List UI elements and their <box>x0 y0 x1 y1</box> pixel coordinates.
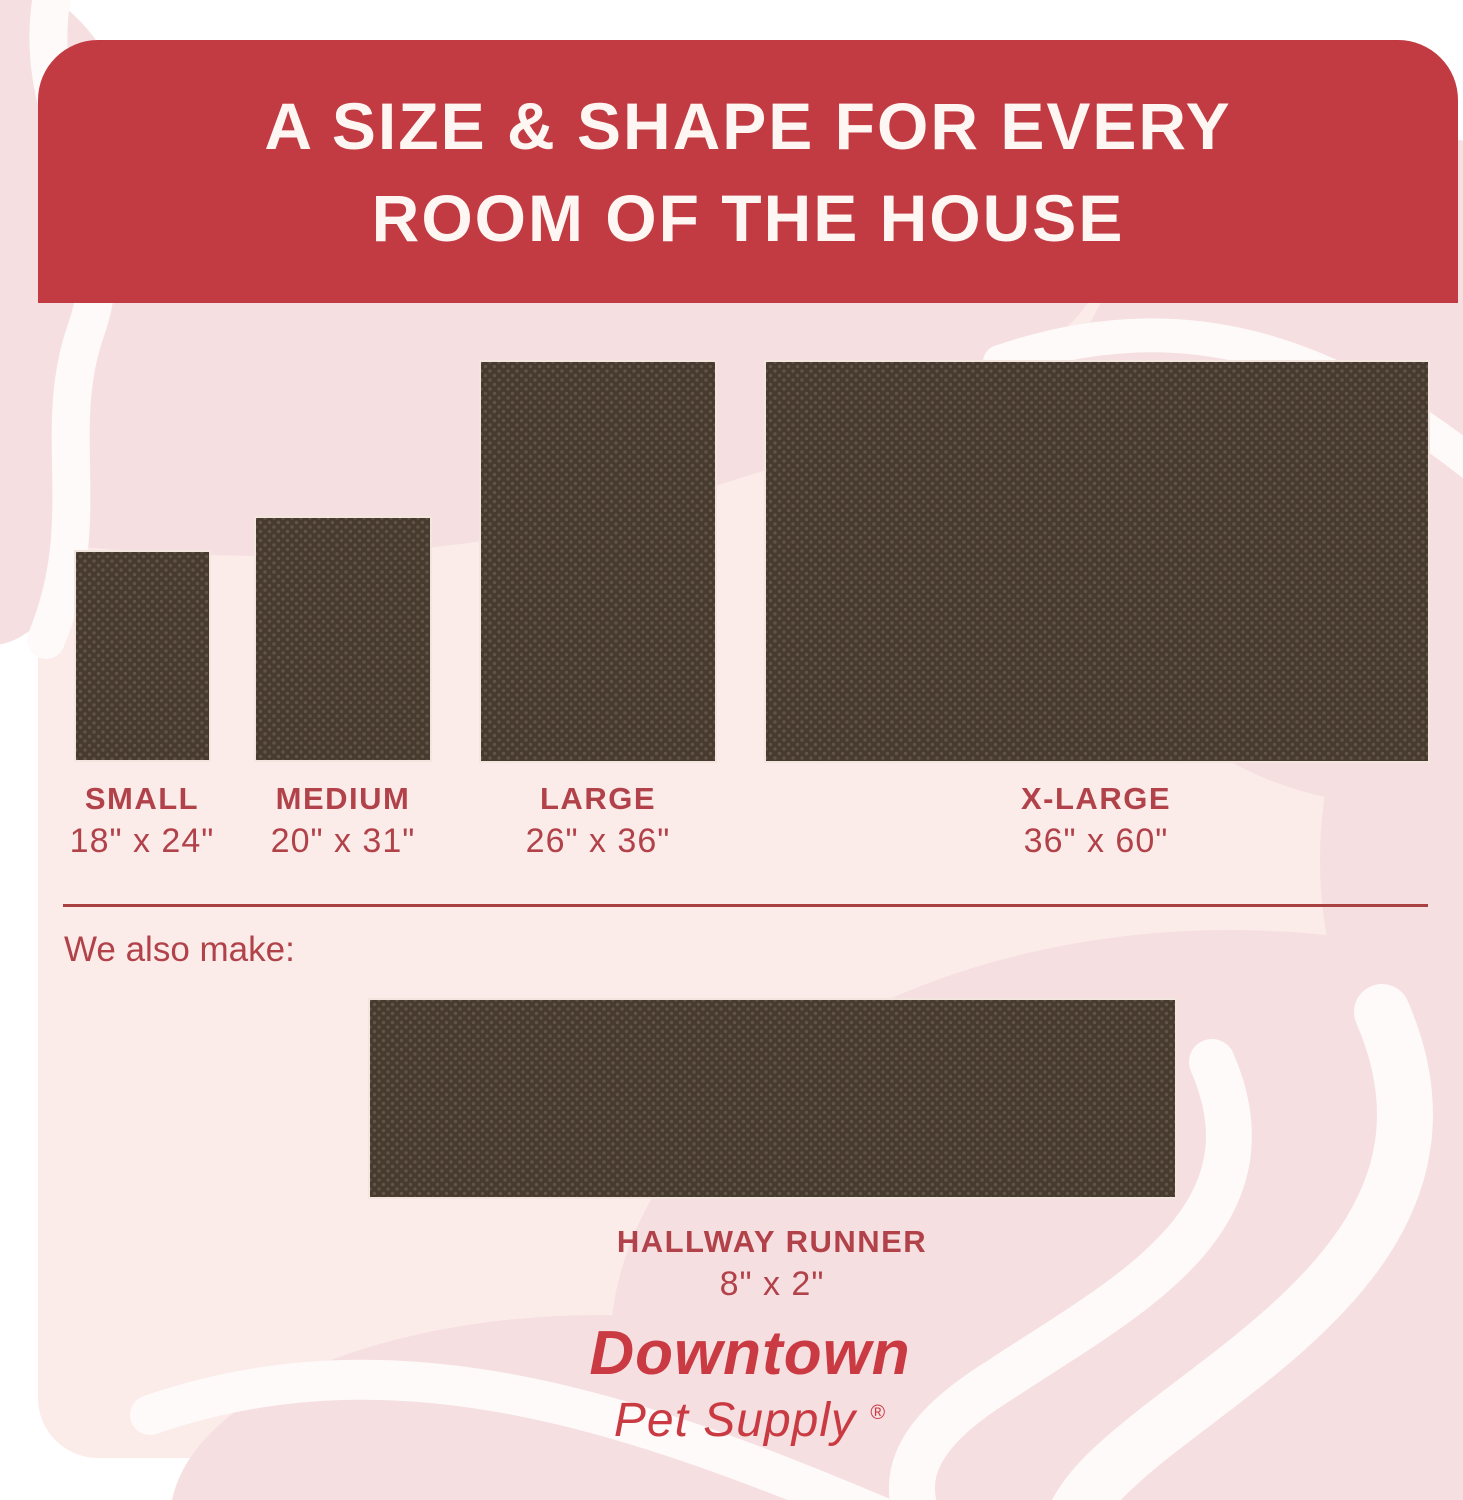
size-dimensions: 36" x 60" <box>1023 822 1169 860</box>
swoosh-bottom-center <box>130 1359 893 1500</box>
size-label-xlarge: X-LARGE 36" x 60" <box>946 779 1246 863</box>
size-label-large: LARGE 26" x 36" <box>448 779 748 863</box>
mat-swatch-xlarge <box>766 362 1428 761</box>
size-name: SMALL <box>84 781 200 816</box>
header-banner: A SIZE & SHAPE FOR EVERY ROOM OF THE HOU… <box>38 40 1458 303</box>
mat-swatch-hallway-runner <box>370 1000 1175 1197</box>
size-dimensions: 20" x 31" <box>270 822 416 860</box>
mat-swatch-small <box>76 552 209 760</box>
mat-swatch-large <box>481 362 715 761</box>
mat-swatch-medium <box>256 518 430 760</box>
swoosh-bottom-right-2 <box>1052 984 1433 1500</box>
page-title-line1: A SIZE & SHAPE FOR EVERY <box>264 88 1232 163</box>
also-make-label: We also make: <box>64 930 295 969</box>
size-name: X-LARGE <box>1021 781 1171 816</box>
brand-name-line2: Pet Supply ® <box>430 1386 1070 1448</box>
size-name: MEDIUM <box>275 781 411 816</box>
brand-name-text: Pet Supply <box>613 1394 857 1447</box>
brand-logo: Downtown Pet Supply ® <box>430 1322 1070 1448</box>
page-title-line2: ROOM OF THE HOUSE <box>371 180 1125 255</box>
size-label-medium: MEDIUM 20" x 31" <box>193 779 493 863</box>
size-dimensions: 18" x 24" <box>69 822 215 860</box>
size-label-hallway-runner: HALLWAY RUNNER 8" x 2" <box>572 1222 972 1306</box>
size-dimensions: 26" x 36" <box>525 822 671 860</box>
section-divider <box>63 904 1428 907</box>
size-label-small: SMALL 18" x 24" <box>0 779 292 863</box>
registered-trademark-mark: ® <box>870 1402 887 1424</box>
swoosh-bottom-right-1 <box>889 1039 1252 1500</box>
size-name: HALLWAY RUNNER <box>616 1224 928 1259</box>
size-name: LARGE <box>540 781 656 816</box>
brand-name-line1: Downtown <box>589 1319 911 1388</box>
size-dimensions: 8" x 2" <box>719 1265 825 1303</box>
